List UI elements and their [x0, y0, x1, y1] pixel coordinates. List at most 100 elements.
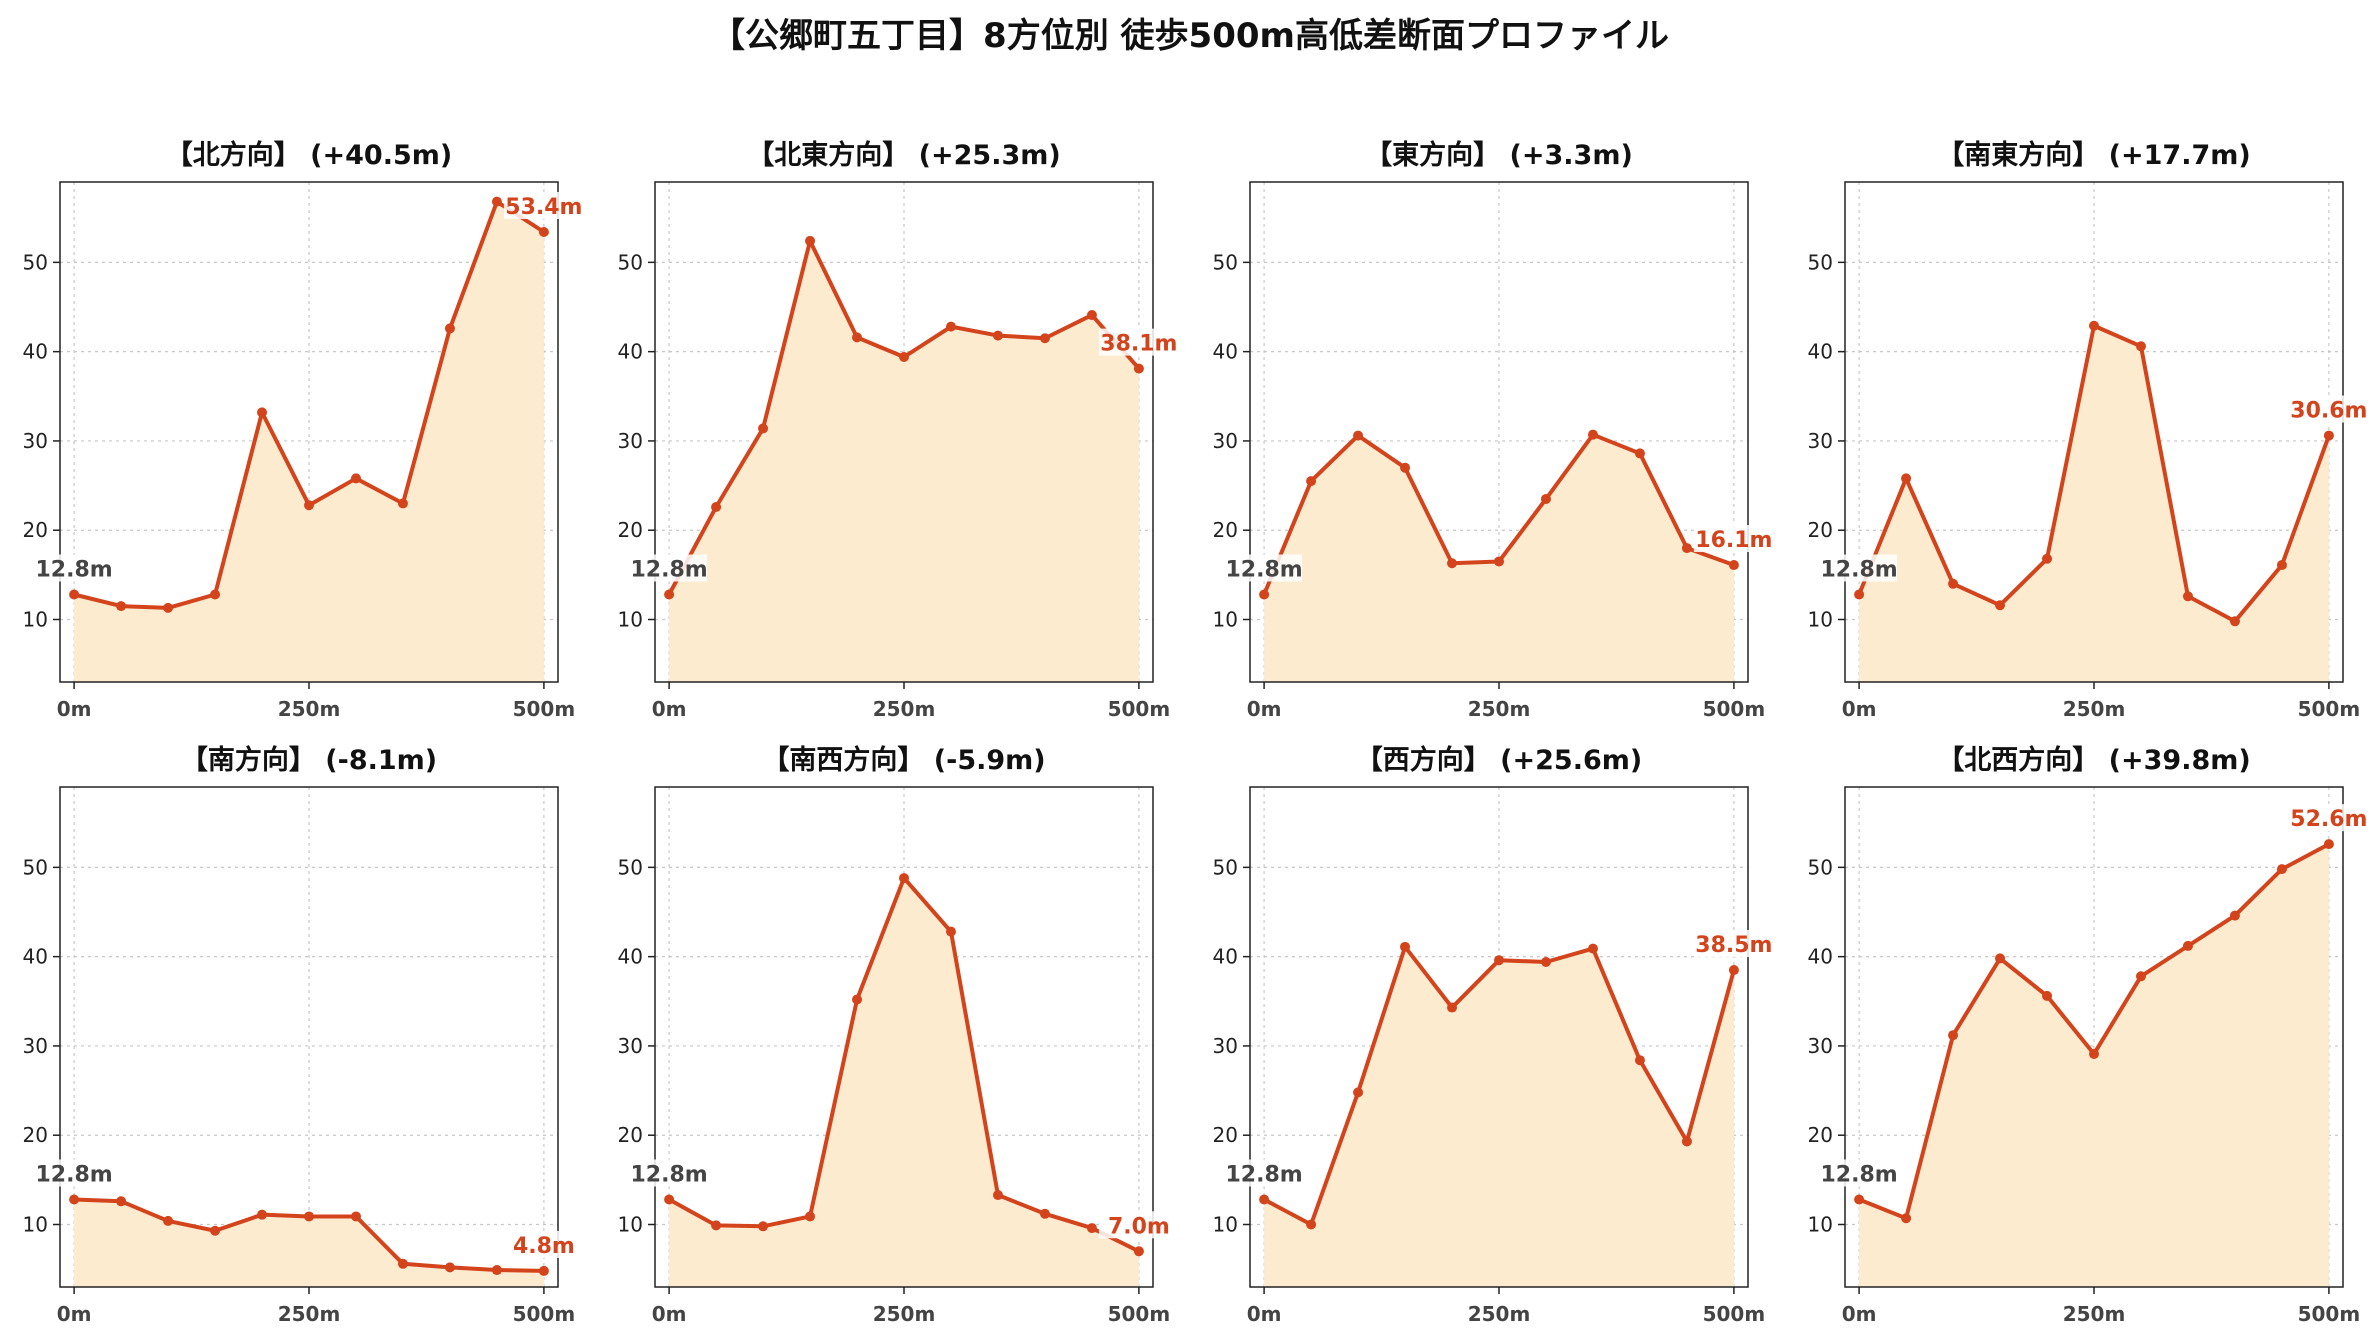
data-point — [2323, 430, 2334, 441]
profile-area — [1264, 434, 1734, 682]
y-tick-label: 50 — [1808, 855, 1833, 879]
data-point — [397, 498, 408, 509]
data-point — [945, 321, 956, 332]
data-point — [304, 500, 314, 511]
data-point — [1259, 1194, 1270, 1205]
y-tick-label: 40 — [23, 945, 48, 969]
y-tick-label: 50 — [618, 855, 643, 879]
data-point — [1540, 957, 1551, 967]
start-elevation-label: 12.8m — [1820, 1163, 1897, 1188]
y-tick-label: 20 — [1808, 518, 1833, 542]
data-point — [350, 473, 361, 484]
end-label-bg — [1098, 1211, 1179, 1239]
y-tick-label: 10 — [1808, 1213, 1833, 1237]
x-tick-label: 250m — [873, 697, 936, 721]
data-point — [491, 196, 502, 207]
data-point — [2042, 990, 2053, 1001]
data-point — [444, 1262, 455, 1273]
data-point — [1306, 476, 1317, 487]
x-tick-label: 250m — [1468, 1302, 1531, 1326]
data-point — [1634, 448, 1645, 459]
x-tick-label: 500m — [513, 697, 576, 721]
data-point — [1854, 1194, 1865, 1205]
x-tick-label: 500m — [2298, 1302, 2361, 1326]
y-tick-label: 30 — [1213, 1034, 1238, 1058]
data-point — [711, 1220, 722, 1231]
panel-title: 【北東方向】 (+25.3m) — [747, 139, 1060, 171]
x-tick-label: 250m — [2063, 1302, 2126, 1326]
data-point — [2089, 320, 2099, 331]
data-point — [2135, 971, 2146, 982]
panel-title: 【南方向】 (-8.1m) — [181, 744, 437, 776]
data-point — [2135, 341, 2146, 352]
data-point — [805, 235, 816, 246]
data-point — [1995, 953, 2006, 964]
profile-area — [669, 240, 1139, 682]
data-point — [304, 1211, 314, 1222]
start-elevation-label: 12.8m — [1225, 1163, 1302, 1188]
data-point — [210, 589, 221, 600]
end-elevation-label: 16.1m — [1695, 528, 1772, 553]
data-point — [1634, 1055, 1645, 1066]
y-tick-label: 50 — [1213, 855, 1238, 879]
x-tick-label: 500m — [2298, 697, 2361, 721]
end-elevation-label: 38.5m — [1695, 933, 1772, 958]
data-point — [1728, 560, 1739, 571]
data-point — [1948, 1030, 1959, 1041]
data-point — [116, 1196, 127, 1207]
panel-title: 【南東方向】 (+17.7m) — [1937, 139, 2250, 171]
panel-title: 【南西方向】 (-5.9m) — [762, 744, 1045, 776]
y-tick-label: 20 — [1213, 1123, 1238, 1147]
start-elevation-label: 12.8m — [630, 1163, 707, 1188]
data-point — [257, 407, 268, 418]
y-tick-label: 20 — [618, 518, 643, 542]
y-tick-label: 40 — [1808, 945, 1833, 969]
data-point — [1306, 1219, 1317, 1230]
data-point — [992, 1190, 1003, 1201]
start-label-bg — [1821, 554, 1898, 582]
data-point — [899, 873, 909, 884]
data-point — [2323, 839, 2334, 850]
profile-area — [74, 201, 544, 682]
data-point — [1587, 429, 1598, 440]
profile-area — [74, 1199, 544, 1287]
data-point — [758, 1221, 769, 1232]
y-tick-label: 50 — [1808, 250, 1833, 274]
end-elevation-label: 53.4m — [505, 195, 582, 220]
x-tick-label: 0m — [57, 697, 92, 721]
x-tick-label: 500m — [1703, 1302, 1766, 1326]
panel-title: 【東方向】 (+3.3m) — [1365, 139, 1633, 171]
data-point — [664, 589, 675, 600]
end-label-bg — [1693, 525, 1774, 553]
data-point — [210, 1225, 221, 1236]
data-point — [116, 601, 127, 612]
y-tick-label: 50 — [618, 250, 643, 274]
x-tick-label: 500m — [1703, 697, 1766, 721]
x-tick-label: 500m — [1108, 1302, 1171, 1326]
start-label-bg — [1821, 1159, 1898, 1187]
data-point — [945, 926, 956, 937]
data-point — [444, 323, 455, 334]
y-tick-label: 40 — [1213, 340, 1238, 364]
end-elevation-label: 30.6m — [2290, 399, 2367, 424]
data-point — [2229, 616, 2240, 627]
profile-area — [1859, 844, 2329, 1287]
x-tick-label: 500m — [513, 1302, 576, 1326]
data-point — [1854, 589, 1865, 600]
x-tick-label: 0m — [652, 1302, 687, 1326]
end-elevation-label: 7.0m — [1108, 1214, 1170, 1239]
data-point — [852, 994, 863, 1005]
end-label-bg — [503, 1230, 584, 1258]
end-elevation-label: 52.6m — [2290, 807, 2367, 832]
data-point — [852, 332, 863, 343]
data-point — [2229, 910, 2240, 921]
y-tick-label: 30 — [1808, 429, 1833, 453]
y-tick-label: 30 — [1808, 1034, 1833, 1058]
end-label-bg — [503, 192, 584, 219]
start-elevation-label: 12.8m — [35, 558, 112, 583]
y-tick-label: 30 — [1213, 429, 1238, 453]
x-tick-label: 0m — [652, 697, 687, 721]
y-tick-label: 10 — [618, 1213, 643, 1237]
